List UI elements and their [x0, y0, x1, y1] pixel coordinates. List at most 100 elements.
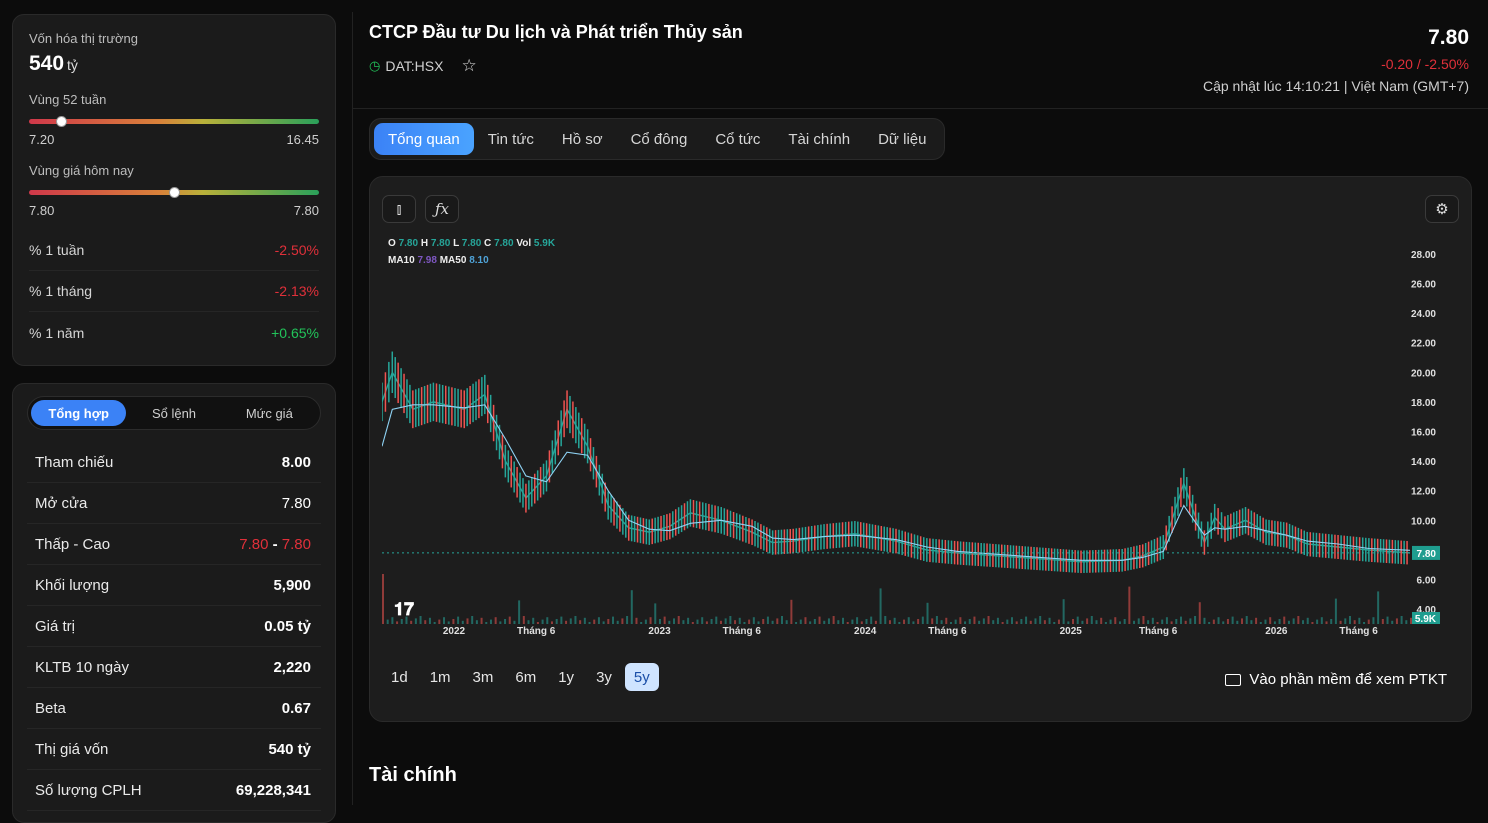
volume-bar — [461, 620, 464, 624]
volume-bar — [428, 617, 431, 624]
volume-bar — [532, 617, 535, 624]
volume-bar — [396, 621, 399, 624]
range-52-high: 16.45 — [286, 132, 319, 147]
volume-bar — [940, 620, 943, 624]
volume-bar — [1072, 619, 1075, 624]
summary-tabs: Tổng hợp Sổ lệnh Mức giá — [27, 396, 321, 430]
volume-bar — [1259, 622, 1262, 624]
volume-bar — [780, 616, 783, 624]
volume-bar — [762, 619, 765, 624]
volume-bar — [443, 617, 446, 624]
y-tick-label: 28.00 — [1411, 250, 1436, 261]
volume-bar — [663, 616, 666, 624]
settings-gear-icon[interactable]: ⚙ — [1425, 195, 1459, 223]
volume-bar — [818, 616, 821, 624]
company-name: CTCP Đầu tư Du lịch và Phát triển Thủy s… — [369, 22, 743, 42]
tab-muc-gia[interactable]: Mức giá — [245, 405, 293, 421]
volume-bar — [1184, 620, 1187, 624]
volume-bar — [996, 617, 999, 624]
price-chart[interactable]: 28.00 26.00 24.00 22.00 20.00 18.00 16.00 14.00… — [382, 229, 1456, 639]
volume-bar — [827, 618, 830, 624]
header-divider — [353, 108, 1488, 109]
range-1m-button[interactable]: 1m — [429, 668, 451, 686]
tab-tin-tuc[interactable]: Tin tức — [487, 130, 534, 148]
tab-co-dong[interactable]: Cổ đông — [630, 130, 688, 148]
range-5y-button[interactable]: 5y — [624, 663, 659, 691]
tab-du-lieu[interactable]: Dữ liệu — [878, 130, 927, 148]
tab-ho-so[interactable]: Hồ sơ — [561, 130, 603, 148]
tab-so-lenh[interactable]: Sổ lệnh — [151, 405, 197, 421]
volume-bar — [1128, 586, 1131, 624]
volume-bar — [1241, 618, 1244, 624]
candlestick-icon[interactable]: ⫾ — [382, 195, 416, 223]
last-price-label: 7.80 — [1417, 549, 1437, 560]
last-volume-label: 5.9K — [1415, 614, 1437, 625]
volume-bar — [696, 619, 699, 624]
volume-bar — [1062, 599, 1065, 624]
volume-bar — [1236, 620, 1239, 624]
volume-bar — [1410, 617, 1412, 624]
range-3y-button[interactable]: 3y — [596, 668, 612, 686]
volume-bar — [1320, 617, 1323, 624]
stat-volume: Khối lượng 5,900 — [27, 565, 321, 606]
volume-bar — [903, 619, 906, 624]
volume-bar — [1151, 617, 1154, 624]
left-panel: Vốn hóa thị trường 540 tỷ Vùng 52 tuần 7.… — [12, 14, 336, 823]
volume-bar — [823, 620, 826, 624]
volume-bar — [1053, 622, 1056, 624]
volume-bar — [1348, 616, 1351, 624]
stat-value: Giá trị 0.05 tỷ — [27, 606, 321, 647]
volume-bar — [1283, 616, 1286, 624]
open-ptkt-link[interactable]: Vào phần mềm để xem PTKT — [1225, 671, 1447, 688]
volume-bar — [959, 617, 962, 624]
current-price: 7.80 — [1428, 26, 1469, 49]
volume-bar — [658, 619, 661, 624]
volume-bar — [978, 620, 981, 624]
volume-bar — [729, 616, 732, 624]
volume-bar — [856, 617, 859, 624]
range-3m-button[interactable]: 3m — [472, 668, 494, 686]
volume-bar — [1273, 621, 1276, 624]
y-tick-label: 20.00 — [1411, 368, 1436, 379]
ma-line — [382, 404, 1411, 561]
volume-bar — [1264, 619, 1267, 624]
volume-bar — [673, 618, 676, 624]
volume-bar — [1358, 617, 1361, 624]
volume-bar — [1048, 617, 1051, 624]
range-1d-button[interactable]: 1d — [391, 668, 408, 686]
volume-bar — [1043, 620, 1046, 624]
volume-bar — [1011, 617, 1014, 624]
volume-bar — [1292, 618, 1295, 624]
volume-bar — [513, 620, 516, 624]
range-today-low: 7.80 — [29, 203, 55, 218]
volume-bar — [715, 616, 718, 624]
tab-co-tuc[interactable]: Cổ tức — [715, 130, 761, 148]
range-today-label: Vùng giá hôm nay — [29, 163, 134, 178]
volume-bar — [1255, 617, 1258, 624]
volume-bar — [1222, 621, 1225, 624]
tab-tai-chinh[interactable]: Tài chính — [788, 130, 851, 148]
range-6m-button[interactable]: 6m — [515, 668, 537, 686]
tradingview-logo-icon: 𝟏𝟕 — [394, 599, 414, 619]
volume-bar — [795, 622, 798, 624]
indicator-fx-icon[interactable]: ƒx — [425, 195, 459, 223]
volume-bar — [630, 590, 633, 624]
volume-bar — [644, 619, 647, 624]
stat-market-value: Thị giá vốn 540 tỷ — [27, 729, 321, 770]
volume-bar — [1034, 618, 1037, 624]
tab-tong-quan[interactable]: Tổng quan — [374, 123, 474, 155]
star-icon[interactable]: ☆ — [461, 56, 477, 75]
volume-bar — [738, 617, 741, 624]
volume-bar — [612, 616, 615, 624]
volume-bar — [1165, 617, 1168, 624]
market-cap-value: 540 tỷ — [29, 52, 78, 75]
volume-bar — [1287, 620, 1290, 624]
volume-bar — [457, 616, 460, 624]
volume-bar — [550, 621, 553, 624]
volume-bar — [917, 619, 920, 624]
volume-bar — [452, 619, 455, 624]
y-tick-label: 6.00 — [1417, 576, 1437, 587]
volume-bar — [602, 621, 605, 624]
range-1y-button[interactable]: 1y — [558, 668, 575, 686]
tab-tong-hop[interactable]: Tổng hợp — [31, 400, 127, 426]
